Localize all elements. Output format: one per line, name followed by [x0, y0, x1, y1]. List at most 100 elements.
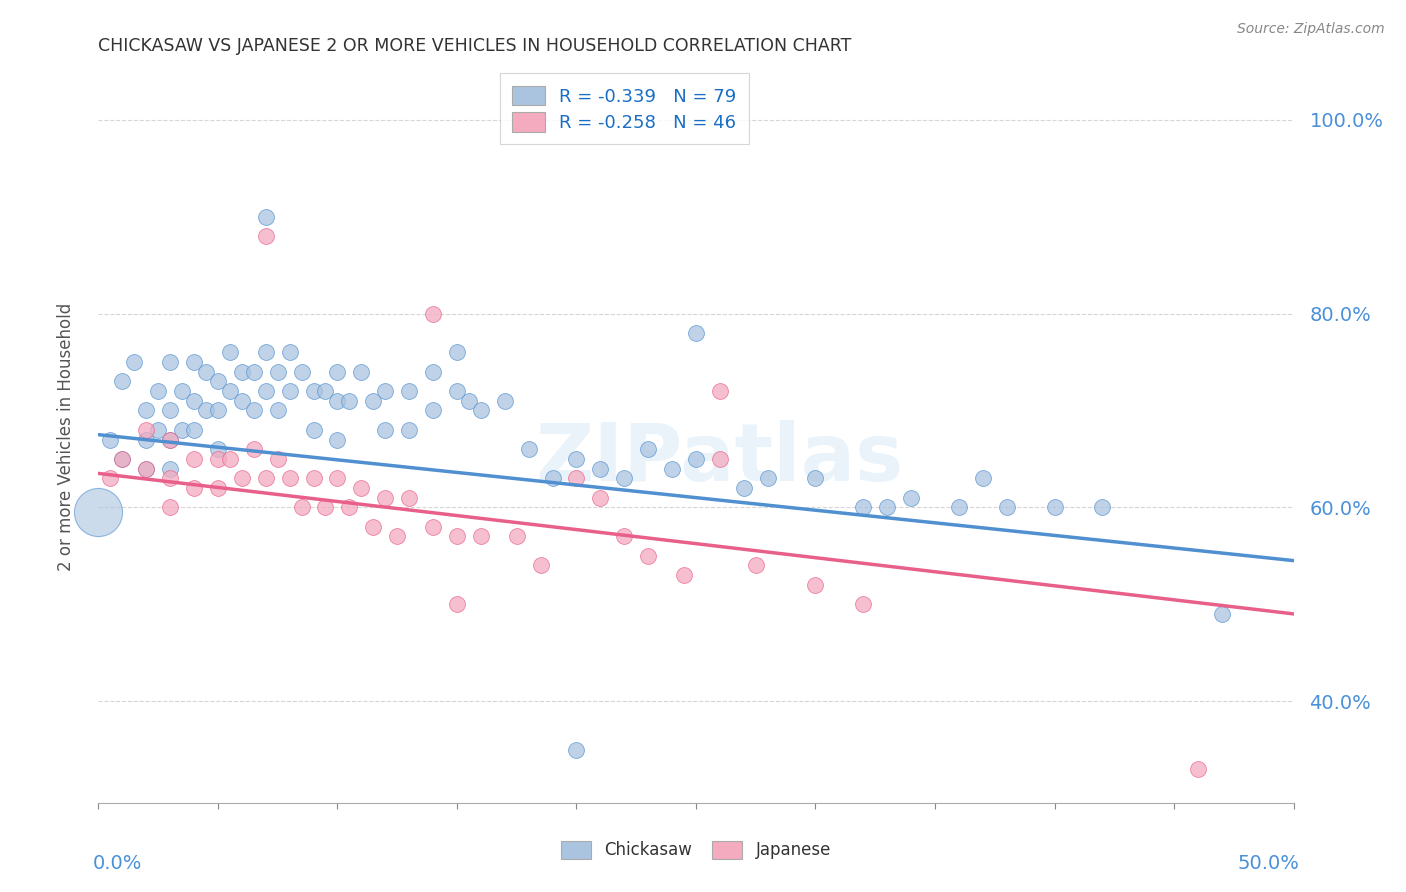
Point	[326, 365, 349, 379]
Text: ZIPatlas: ZIPatlas	[536, 420, 904, 498]
Point	[326, 433, 349, 447]
Point	[1211, 607, 1233, 621]
Text: 50.0%: 50.0%	[1237, 854, 1299, 873]
Point	[470, 529, 492, 543]
Point	[350, 481, 373, 495]
Point	[363, 393, 385, 408]
Point	[254, 384, 277, 398]
Point	[685, 326, 707, 340]
Point	[254, 345, 277, 359]
Point	[326, 393, 349, 408]
Point	[302, 423, 325, 437]
Point	[374, 384, 396, 398]
Point	[124, 355, 146, 369]
Text: Source: ZipAtlas.com: Source: ZipAtlas.com	[1237, 22, 1385, 37]
Point	[350, 365, 373, 379]
Point	[446, 597, 468, 611]
Point	[709, 384, 731, 398]
Point	[278, 345, 301, 359]
Point	[339, 393, 361, 408]
Point	[804, 471, 827, 485]
Point	[315, 384, 337, 398]
Point	[231, 393, 253, 408]
Point	[243, 403, 266, 417]
Point	[254, 471, 277, 485]
Point	[446, 529, 468, 543]
Point	[135, 461, 157, 475]
Point	[254, 210, 277, 224]
Point	[852, 597, 875, 611]
Point	[565, 451, 588, 466]
Point	[98, 471, 122, 485]
Point	[231, 471, 253, 485]
Point	[159, 355, 181, 369]
Point	[972, 471, 994, 485]
Point	[291, 500, 314, 515]
Text: 0.0%: 0.0%	[93, 854, 142, 873]
Point	[398, 384, 420, 398]
Point	[1187, 762, 1209, 776]
Point	[589, 461, 612, 475]
Point	[159, 461, 181, 475]
Point	[148, 423, 170, 437]
Point	[852, 500, 875, 515]
Point	[278, 384, 301, 398]
Point	[446, 384, 468, 398]
Point	[243, 365, 266, 379]
Point	[135, 433, 157, 447]
Point	[446, 345, 468, 359]
Point	[637, 549, 659, 563]
Point	[207, 375, 229, 389]
Point	[231, 365, 253, 379]
Point	[207, 451, 229, 466]
Point	[183, 451, 205, 466]
Point	[876, 500, 898, 515]
Point	[745, 558, 768, 573]
Point	[111, 451, 134, 466]
Point	[733, 481, 755, 495]
Point	[530, 558, 553, 573]
Point	[148, 384, 170, 398]
Point	[207, 403, 229, 417]
Point	[422, 365, 444, 379]
Point	[267, 365, 290, 379]
Point	[995, 500, 1018, 515]
Point	[111, 375, 134, 389]
Point	[254, 229, 277, 244]
Point	[541, 471, 564, 485]
Point	[243, 442, 266, 457]
Point	[363, 519, 385, 533]
Point	[111, 451, 134, 466]
Point	[458, 393, 481, 408]
Point	[422, 519, 444, 533]
Point	[613, 471, 636, 485]
Y-axis label: 2 or more Vehicles in Household: 2 or more Vehicles in Household	[56, 303, 75, 571]
Point	[422, 307, 444, 321]
Point	[470, 403, 492, 417]
Point	[1043, 500, 1066, 515]
Point	[278, 471, 301, 485]
Point	[135, 423, 157, 437]
Point	[709, 451, 731, 466]
Point	[494, 393, 516, 408]
Point	[183, 423, 205, 437]
Point	[219, 384, 242, 398]
Point	[756, 471, 779, 485]
Point	[195, 403, 218, 417]
Point	[207, 481, 229, 495]
Point	[183, 355, 205, 369]
Point	[1091, 500, 1114, 515]
Point	[159, 433, 181, 447]
Point	[135, 403, 157, 417]
Point	[183, 393, 205, 408]
Point	[398, 423, 420, 437]
Point	[302, 384, 325, 398]
Point	[159, 403, 181, 417]
Point	[374, 491, 396, 505]
Point	[685, 451, 707, 466]
Point	[589, 491, 612, 505]
Point	[661, 461, 683, 475]
Point	[207, 442, 229, 457]
Point	[422, 403, 444, 417]
Point	[385, 529, 409, 543]
